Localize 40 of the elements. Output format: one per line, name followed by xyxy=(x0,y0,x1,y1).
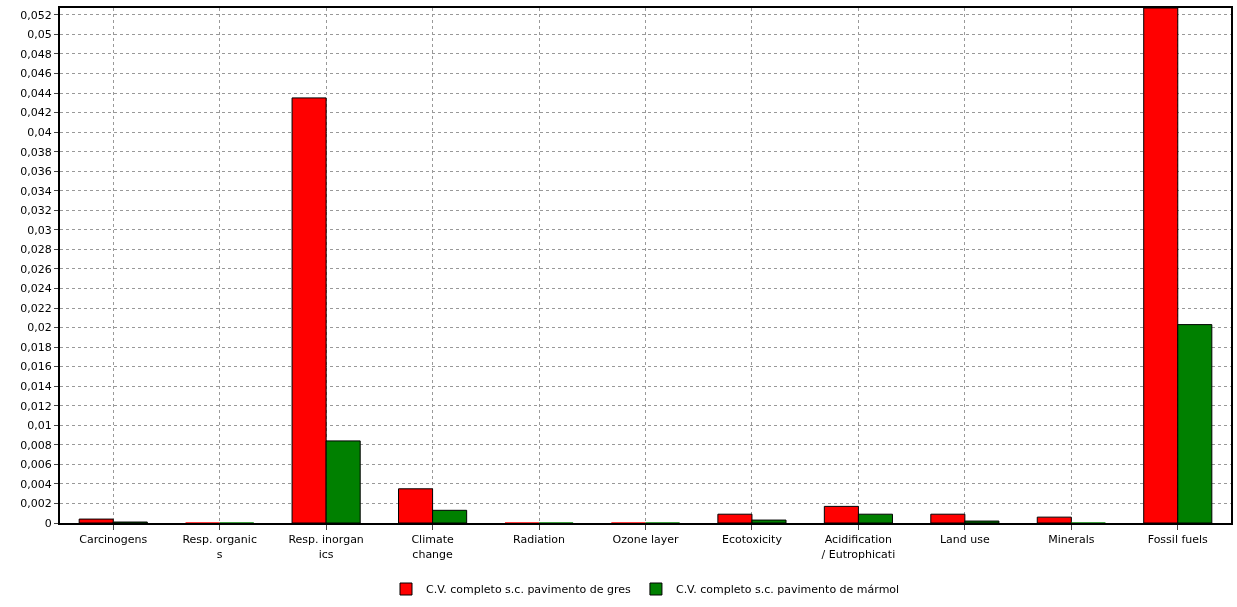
x-tick-label: Acidification / Eutrophicati xyxy=(821,533,896,561)
x-tick-label: Minerals xyxy=(1048,533,1095,547)
x-tick-label: Land use xyxy=(939,533,990,547)
y-tick-label: 0,05 xyxy=(27,28,52,42)
y-tick-label: 0,006 xyxy=(20,458,52,472)
y-tick-label: 0,022 xyxy=(20,301,52,315)
x-tick-label: Resp. organic s xyxy=(182,533,257,561)
y-tick-label: 0,046 xyxy=(20,67,52,81)
y-tick-label: 0,028 xyxy=(20,243,52,257)
x-tick-label: Carcinogens xyxy=(79,533,148,547)
y-tick-label: 0,024 xyxy=(20,282,52,296)
y-tick-label: 0,004 xyxy=(20,477,52,491)
y-tick-label: 0,034 xyxy=(20,184,52,198)
y-tick-label: 0,008 xyxy=(20,438,52,452)
y-tick-label: 0 xyxy=(44,516,52,530)
y-tick-label: 0,042 xyxy=(20,106,52,120)
y-tick-label: 0,016 xyxy=(20,360,52,374)
y-tick-label: 0,002 xyxy=(20,497,52,511)
y-tick-label: 0,026 xyxy=(20,262,52,276)
y-tick-label: 0,02 xyxy=(27,321,52,335)
y-tick-label: 0,014 xyxy=(20,380,52,394)
y-tick-label: 0,032 xyxy=(20,204,52,218)
y-tick-label: 0,018 xyxy=(20,340,52,354)
x-tick-label: Resp. inorgan ics xyxy=(288,533,364,561)
y-tick-label: 0,04 xyxy=(27,125,52,139)
y-tick-label: 0,038 xyxy=(20,145,52,159)
x-tick-label: Ecotoxicity xyxy=(721,533,783,547)
y-tick-label: 0,012 xyxy=(20,399,52,413)
legend-label: C.V. completo s.c. pavimento de gres xyxy=(426,583,631,597)
y-tick-label: 0,03 xyxy=(27,223,52,237)
y-tick-label: 0,044 xyxy=(20,86,52,100)
x-tick-label: Fossil fuels xyxy=(1147,533,1209,547)
x-tick-label: Ozone layer xyxy=(612,533,679,547)
x-tick-label: Radiation xyxy=(513,533,566,547)
legend-label: C.V. completo s.c. pavimento de mármol xyxy=(675,583,900,597)
y-tick-label: 0,052 xyxy=(20,8,52,22)
y-tick-label: 0,01 xyxy=(27,419,52,433)
x-tick-label: Climate change xyxy=(411,533,454,561)
y-tick-label: 0,048 xyxy=(20,47,52,61)
y-tick-label: 0,036 xyxy=(20,165,52,179)
